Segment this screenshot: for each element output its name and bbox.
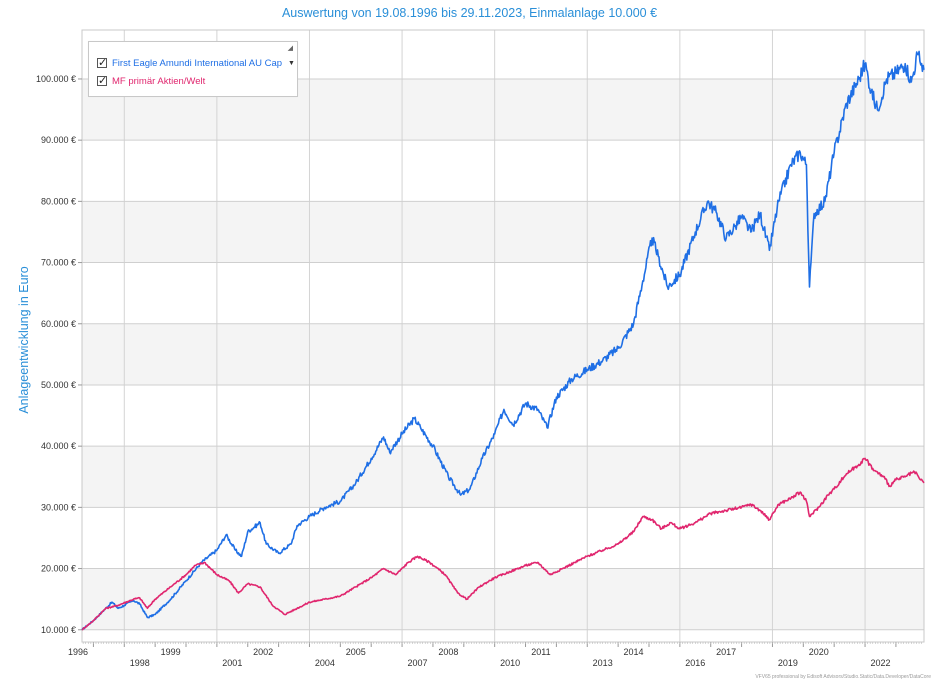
horizontal-gridlines [82, 78, 924, 631]
legend-item-first-eagle[interactable]: First Eagle Amundi International AU Cap … [97, 56, 295, 70]
y-axis-ticks: 10.000 € 20.000 € 30.000 € 40.000 € 50.000 €… [36, 74, 82, 635]
plot-band [82, 446, 924, 508]
plot-band [82, 201, 924, 263]
y-tick-label: 50.000 € [41, 380, 76, 390]
x-tick-label: 2004 [315, 658, 335, 668]
checkbox-checked-icon[interactable] [97, 74, 107, 87]
plot-bands [82, 30, 924, 630]
y-tick-label: 30.000 € [41, 502, 76, 512]
footer-credit: VFV65 professional by Edisoft Advisors/S… [755, 674, 931, 680]
plot-band [82, 323, 924, 385]
dropdown-arrow-icon[interactable]: ▼ [288, 59, 295, 67]
y-tick-label: 80.000 € [41, 196, 76, 206]
legend: ◢ First Eagle Amundi International AU Ca… [88, 41, 298, 97]
x-tick-label: 1996 [68, 647, 88, 657]
x-axis-ticks: 1996 1998 1999 2001 2002 2004 2005 2007 2008 2010… [68, 642, 922, 668]
legend-label-mf-welt: MF primär Aktien/Welt [112, 75, 206, 87]
x-tick-label: 1998 [130, 658, 150, 668]
x-tick-label: 2007 [407, 658, 427, 668]
x-tick-label: 2016 [685, 658, 705, 668]
vertical-gridlines [123, 30, 866, 642]
series-lines [81, 50, 925, 631]
checkbox-checked-icon[interactable] [97, 56, 107, 69]
legend-item-mf-welt[interactable]: MF primär Aktien/Welt [97, 74, 205, 88]
y-tick-label: 90.000 € [41, 135, 76, 145]
x-tick-label: 2013 [593, 658, 613, 668]
y-tick-label: 100.000 € [36, 74, 76, 84]
x-tick-label: 2022 [870, 658, 890, 668]
x-tick-label: 2005 [346, 647, 366, 657]
y-tick-label: 70.000 € [41, 258, 76, 268]
series-line-mf-welt [81, 457, 925, 631]
x-tick-label: 2014 [624, 647, 644, 657]
x-tick-label: 2010 [500, 658, 520, 668]
y-tick-label: 60.000 € [41, 319, 76, 329]
x-tick-label: 1999 [161, 647, 181, 657]
y-tick-label: 20.000 € [41, 564, 76, 574]
x-tick-label: 2017 [716, 647, 736, 657]
plot-area-border [81, 29, 925, 643]
x-tick-label: 2020 [809, 647, 829, 657]
legend-label-first-eagle: First Eagle Amundi International AU Cap [112, 57, 283, 69]
series-line-first-eagle [81, 50, 925, 631]
x-tick-label: 2001 [222, 658, 242, 668]
chart-title: Auswertung von 19.08.1996 bis 29.11.2023… [281, 6, 658, 20]
plot-band [82, 568, 924, 630]
x-tick-label: 2019 [778, 658, 798, 668]
x-tick-label: 2002 [253, 647, 273, 657]
x-tick-label: 2011 [531, 647, 550, 657]
x-tick-label: 2008 [438, 647, 458, 657]
y-tick-label: 40.000 € [41, 441, 76, 451]
y-tick-label: 10.000 € [41, 625, 76, 635]
resize-grip-icon[interactable]: ◢ [287, 45, 293, 52]
